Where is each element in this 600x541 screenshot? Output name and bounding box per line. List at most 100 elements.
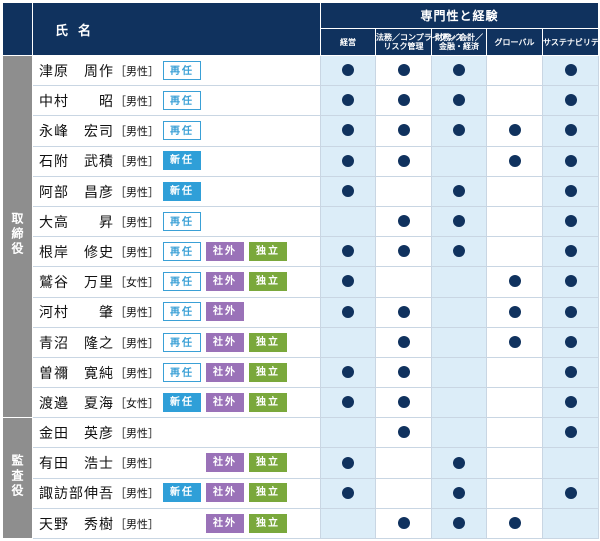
badge-slot	[249, 302, 291, 322]
table-row: 中村 昭［男性］ 再任	[3, 85, 600, 117]
reappointed-badge: 再任	[163, 60, 201, 80]
filled-circle-icon	[564, 365, 577, 378]
member-gender: ［男性］	[115, 336, 159, 350]
skill-cell	[320, 115, 376, 147]
independent-badge: 独立	[249, 272, 287, 292]
skill-cell	[375, 387, 432, 419]
skill-cell	[375, 236, 432, 268]
skill-cell	[486, 507, 543, 540]
badge-slot: 再任	[163, 91, 205, 111]
skill-header-line: 金融・経済	[439, 42, 479, 51]
skill-cell	[486, 85, 543, 117]
skill-cell	[541, 387, 600, 419]
filled-circle-icon	[397, 154, 410, 167]
filled-circle-icon	[342, 94, 354, 107]
badge-slot	[163, 423, 205, 443]
table-row: 天野 秀樹［男性］ 社外 独立	[3, 507, 600, 540]
skill-cell	[486, 266, 543, 298]
table-row: 石附 武積［男性］ 新任	[3, 145, 600, 177]
skill-cell	[486, 145, 543, 177]
skill-cell	[431, 145, 487, 177]
skill-cell	[431, 326, 487, 358]
badge-slot: 再任	[163, 302, 205, 322]
member-gender: ［女性］	[115, 276, 159, 290]
outside-badge: 社外	[206, 392, 244, 412]
skill-cell	[486, 296, 543, 328]
skill-cell	[320, 447, 376, 479]
table-row: 鷲谷 万里［女性］ 再任 社外 独立	[3, 266, 600, 298]
reappointed-badge: 再任	[163, 332, 201, 352]
badge-slot	[163, 514, 205, 534]
member-name: 金田 英彦	[39, 426, 114, 443]
skill-cell	[486, 205, 543, 238]
member-name: 石附 武積	[39, 154, 114, 171]
badge-slot	[249, 91, 291, 111]
badge-slot: 再任	[163, 362, 205, 383]
table-row: 河村 肇［男性］ 再任 社外	[3, 296, 600, 328]
table-row: 阿部 昌彦［男性］ 新任	[3, 175, 600, 207]
member-gender: ［男性］	[115, 125, 159, 139]
member-gender: ［男性］	[115, 306, 159, 320]
skill-cell	[541, 85, 600, 117]
filled-circle-icon	[564, 275, 577, 288]
role-label: 取締役	[10, 212, 24, 258]
reappointed-badge: 再任	[163, 121, 201, 141]
badge-slot	[206, 423, 248, 443]
skill-cell	[320, 326, 376, 358]
skill-cell	[541, 145, 600, 177]
filled-circle-icon	[564, 486, 577, 499]
filled-circle-icon	[397, 426, 410, 439]
skill-cell	[431, 447, 487, 479]
skill-cell	[431, 507, 487, 540]
skill-header-line: グローバル	[494, 37, 535, 47]
role-cell: 取締役	[2, 54, 33, 419]
filled-circle-icon	[397, 64, 410, 77]
table-row: 永峰 宏司［男性］ 再任	[3, 115, 600, 147]
badge-slot: 独立	[249, 332, 291, 353]
skill-cell	[320, 145, 376, 177]
member-name-cell: 津原 周作［男性］ 再任	[32, 54, 321, 87]
badge-slot: 新任	[163, 392, 205, 413]
independent-badge: 独立	[249, 392, 287, 412]
skill-header-1: 法務／コンプライアンス／ リスク管理	[375, 28, 471, 56]
skill-cell	[431, 266, 487, 298]
member-gender: ［男性］	[115, 517, 159, 531]
member-name-cell: 大高 昇［男性］ 再任	[32, 205, 321, 238]
skill-cell	[486, 326, 543, 358]
skill-cell	[431, 85, 487, 117]
independent-badge: 独立	[249, 241, 287, 261]
badge-slot: 独立	[249, 483, 291, 503]
skill-cell	[486, 54, 543, 87]
badge-slot: 独立	[249, 362, 291, 383]
member-name-cell: 鷲谷 万里［女性］ 再任 社外 独立	[32, 266, 321, 298]
member-name-cell: 河村 肇［男性］ 再任 社外	[32, 296, 321, 328]
member-gender: ［男性］	[115, 64, 159, 78]
filled-circle-icon	[564, 154, 577, 167]
filled-circle-icon	[342, 275, 354, 288]
skill-cell	[486, 387, 543, 419]
skill-cell	[320, 387, 376, 419]
filled-circle-icon	[508, 335, 521, 348]
independent-badge: 独立	[249, 332, 287, 352]
member-gender: ［男性］	[115, 487, 159, 501]
badge-slot: 社外	[206, 483, 248, 503]
skill-cell	[541, 266, 600, 298]
skill-cell	[431, 54, 487, 87]
badge-slot	[249, 212, 291, 232]
table-row: 渡邉 夏海［女性］ 新任 社外 独立	[3, 387, 600, 419]
filled-circle-icon	[508, 275, 521, 288]
skill-cell	[375, 356, 432, 389]
member-name: 津原 周作	[39, 63, 114, 80]
filled-circle-icon	[342, 154, 354, 167]
skill-cell	[541, 326, 600, 358]
filled-circle-icon	[397, 335, 410, 348]
table-row: 監査役 金田 英彦［男性］	[2, 417, 600, 539]
skill-cell	[431, 175, 487, 207]
filled-circle-icon	[453, 94, 465, 107]
skill-cell	[375, 85, 432, 117]
skill-cell	[375, 447, 432, 479]
member-name: 有田 浩士	[39, 456, 114, 473]
skill-cell	[486, 477, 543, 509]
badge-slot	[249, 121, 291, 141]
